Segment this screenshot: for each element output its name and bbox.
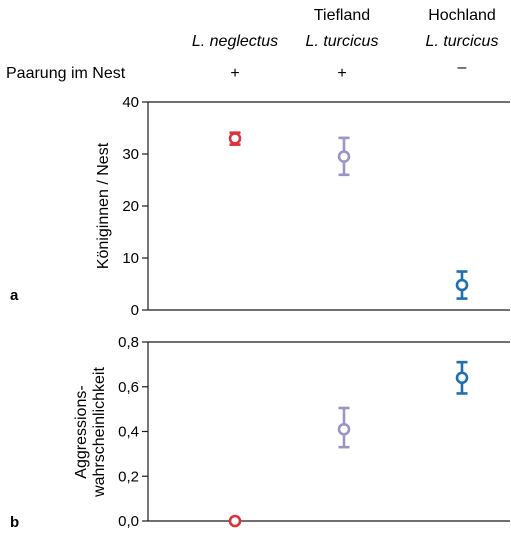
data-point xyxy=(455,371,469,385)
y-tick-label: 30 xyxy=(122,146,139,163)
y-tick-label: 0,2 xyxy=(118,468,139,485)
y-tick-label: 10 xyxy=(122,250,139,267)
data-point xyxy=(455,278,469,292)
y-tick-label: 0,6 xyxy=(118,379,139,396)
mating-col2: + xyxy=(337,65,346,82)
y-tick-label: 0,8 xyxy=(118,334,139,351)
panel-a: 0 10 20 30 40 Königinnen / Nest a xyxy=(10,94,510,319)
mating-row: Paarung im Nest + + – xyxy=(6,59,467,82)
panel-b-plot-area xyxy=(147,341,510,528)
mating-col1: + xyxy=(230,65,239,82)
panel-a-y-label: Königinnen / Nest xyxy=(95,142,112,269)
panel-b-y-label-line2: wahrscheinlichkeit xyxy=(91,367,108,498)
column-headers: L. neglectus Tiefland L. turcicus Hochla… xyxy=(192,7,499,50)
panel-b-y-label: Aggressions- wahrscheinlichkeit xyxy=(73,367,108,498)
header-col3-species: L. turcicus xyxy=(426,33,499,50)
mating-col3: – xyxy=(458,59,467,76)
header-col3-line1: Hochland xyxy=(428,7,496,24)
panel-a-plot-area xyxy=(147,101,510,311)
data-point xyxy=(337,150,351,163)
panel-b-label: b xyxy=(10,514,19,531)
y-tick-label: 20 xyxy=(122,198,139,215)
header-col2-line1: Tiefland xyxy=(314,7,370,24)
data-point xyxy=(228,132,242,145)
y-tick-label: 0,0 xyxy=(118,513,139,530)
panel-a-y-ticks: 0 10 20 30 40 xyxy=(122,94,148,319)
header-col1-species: L. neglectus xyxy=(192,33,278,50)
panel-b-y-label-line1: Aggressions- xyxy=(73,385,90,478)
panel-a-label: a xyxy=(10,287,19,304)
data-point xyxy=(337,422,351,436)
y-tick-label: 40 xyxy=(122,94,139,111)
y-tick-label: 0,4 xyxy=(118,424,139,441)
data-point xyxy=(228,514,242,528)
header-col2-species: L. turcicus xyxy=(306,33,379,50)
mating-row-label: Paarung im Nest xyxy=(6,65,126,82)
panel-b: 0,0 0,2 0,4 0,6 0,8 Aggressions- wahrscheinl… xyxy=(10,334,510,531)
y-tick-label: 0 xyxy=(131,302,139,319)
panel-b-y-ticks: 0,0 0,2 0,4 0,6 0,8 xyxy=(118,334,148,530)
